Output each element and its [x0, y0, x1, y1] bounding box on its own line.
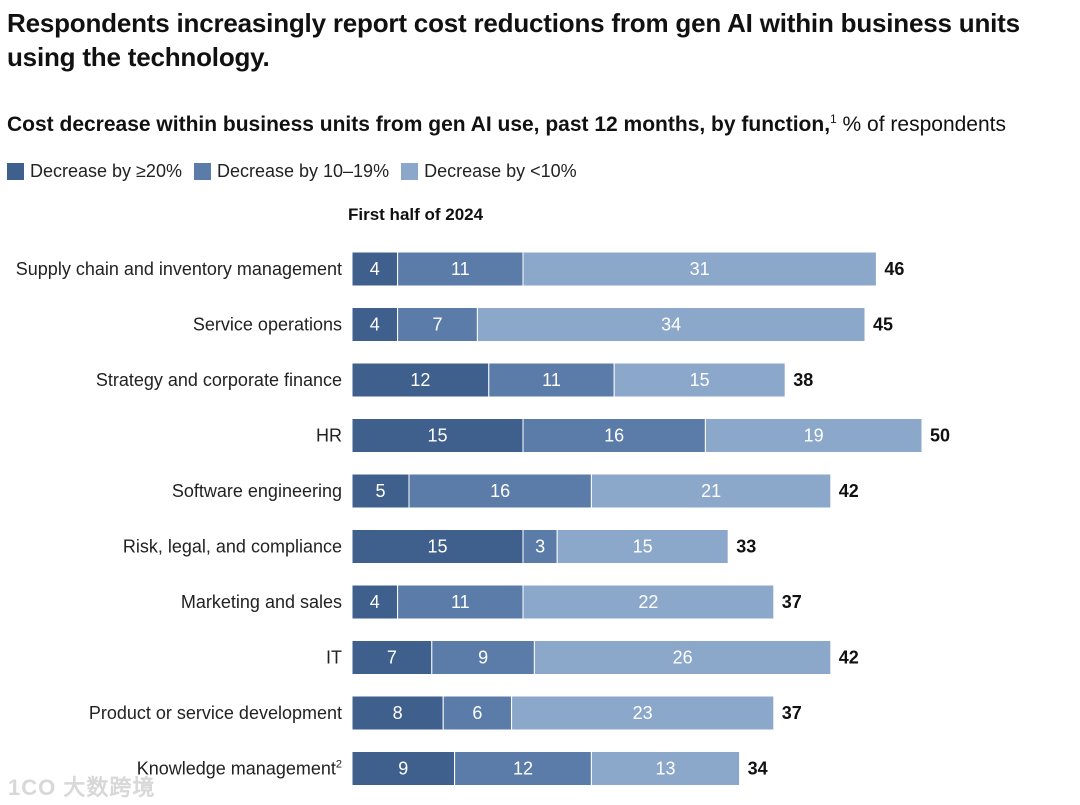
- data-label: 4: [370, 592, 380, 612]
- total-label: 37: [782, 703, 802, 723]
- legend-label: Decrease by ≥20%: [30, 161, 182, 181]
- data-label: 19: [804, 426, 824, 446]
- watermark: 1CO 大数跨境: [8, 775, 156, 800]
- category-label: IT: [326, 648, 342, 668]
- bar-segment: [488, 362, 615, 398]
- data-label: 15: [690, 370, 710, 390]
- total-label: 45: [873, 315, 893, 335]
- total-label: 34: [748, 759, 768, 779]
- bar-segment: [522, 584, 775, 620]
- data-label: 11: [451, 259, 470, 279]
- bar-segment: [511, 695, 775, 731]
- category-label: Software engineering: [172, 481, 342, 501]
- data-label: 26: [673, 648, 693, 668]
- data-label: 21: [701, 481, 721, 501]
- category-label: Marketing and sales: [181, 592, 342, 612]
- data-label: 16: [490, 481, 510, 501]
- total-label: 42: [839, 481, 859, 501]
- bar-segment: [533, 640, 832, 675]
- data-label: 31: [690, 259, 710, 279]
- data-label: 3: [535, 537, 545, 557]
- category-label: Risk, legal, and compliance: [123, 537, 342, 557]
- bar-segment: [476, 307, 866, 342]
- subtitle-unit: % of respondents: [836, 113, 1006, 136]
- data-label: 15: [633, 537, 653, 557]
- bar-segment: [351, 418, 524, 453]
- bar-segment: [351, 751, 456, 786]
- category-label: Product or service development: [89, 703, 342, 723]
- bar-segment: [408, 473, 592, 509]
- subtitle-main: Cost decrease within business units from…: [7, 113, 831, 136]
- data-label: 11: [451, 592, 470, 612]
- legend-label: Decrease by 10–19%: [216, 161, 390, 181]
- legend-swatch: [193, 163, 211, 180]
- data-label: 4: [370, 259, 380, 279]
- category-label: Strategy and corporate finance: [96, 370, 342, 390]
- bar-segment: [431, 640, 535, 675]
- data-label: 23: [633, 703, 653, 723]
- category-label: Supply chain and inventory management: [16, 259, 342, 279]
- bar-segment: [397, 307, 478, 342]
- bar-segment: [351, 362, 490, 398]
- data-label: 7: [387, 648, 397, 668]
- total-label: 38: [793, 370, 813, 390]
- category-label: Service operations: [193, 315, 342, 335]
- total-label: 46: [884, 259, 904, 279]
- bar-segment: [351, 695, 444, 731]
- legend-swatch: [401, 163, 419, 180]
- data-label: 7: [432, 315, 442, 335]
- data-label: 8: [393, 703, 403, 723]
- bar-segment: [397, 251, 524, 287]
- bar-segment: [351, 640, 433, 675]
- chart-subtitle: Cost decrease within business units from…: [7, 105, 1006, 139]
- bar-segment: [590, 473, 832, 509]
- legend-label: Decrease by <10%: [424, 161, 577, 181]
- bar-segment: [522, 251, 877, 287]
- data-label: 5: [375, 481, 385, 501]
- data-label: 15: [427, 426, 447, 446]
- data-label: 9: [398, 759, 408, 779]
- legend-item-10to19: Decrease by 10–19%: [193, 161, 390, 182]
- data-label: 6: [472, 703, 482, 723]
- bar-segment: [704, 418, 923, 453]
- total-label: 50: [930, 426, 950, 446]
- bar-segment: [556, 529, 729, 564]
- chart-title: Respondents increasingly report cost red…: [7, 8, 1020, 72]
- bar-segment: [397, 584, 524, 620]
- bar-segment: [613, 362, 786, 398]
- data-label: 13: [655, 759, 675, 779]
- bar-segment: [442, 695, 513, 731]
- category-label: Knowledge management2: [137, 759, 342, 779]
- total-label: 33: [736, 537, 756, 557]
- data-label: 34: [661, 315, 681, 335]
- category-label: HR: [316, 426, 342, 446]
- bar-segment: [351, 529, 524, 564]
- data-label: 4: [370, 315, 380, 335]
- total-label: 37: [782, 592, 802, 612]
- data-label: 11: [542, 370, 561, 390]
- data-label: 12: [513, 759, 533, 779]
- data-label: 12: [410, 370, 430, 390]
- total-label: 42: [839, 648, 859, 668]
- data-label: 15: [427, 537, 447, 557]
- bar-segment: [522, 529, 558, 564]
- data-label: 9: [478, 648, 488, 668]
- subtitle-footnote: 1: [830, 112, 837, 126]
- data-label: 22: [638, 592, 658, 612]
- legend-swatch: [7, 163, 24, 180]
- bar-segment: [590, 751, 741, 786]
- data-label: 16: [604, 426, 624, 446]
- legend-item-ge20: Decrease by ≥20%: [7, 161, 182, 182]
- period-label: First half of 2024: [348, 205, 484, 224]
- legend: Decrease by ≥20% Decrease by 10–19% Decr…: [7, 161, 577, 182]
- legend-item-lt10: Decrease by <10%: [401, 161, 577, 182]
